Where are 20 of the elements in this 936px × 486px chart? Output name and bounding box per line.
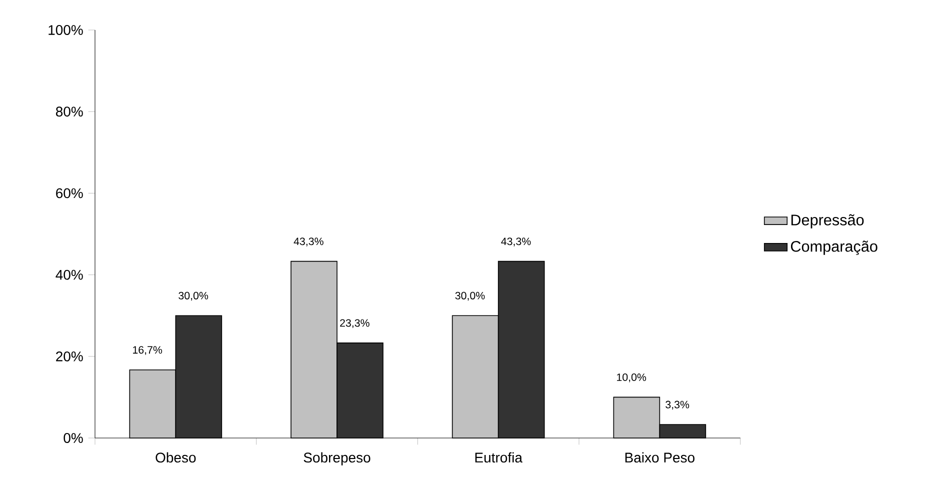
y-tick-label: 100% (48, 25, 83, 35)
data-label: 23,3% (340, 319, 370, 328)
y-tick-label: 20% (56, 351, 83, 362)
data-label: 30,0% (178, 292, 208, 301)
data-label: 30,0% (455, 292, 485, 301)
data-label: 16,7% (133, 346, 162, 355)
x-tick-label: Sobrepeso (304, 452, 370, 466)
y-tick-label: 0% (64, 433, 83, 443)
x-tick-label: Baixo Peso (625, 452, 694, 463)
legend-label: Depressão (791, 214, 864, 228)
legend-label: Comparação (790, 240, 878, 255)
data-label: 43,3% (294, 238, 324, 246)
data-label: 3,3% (666, 400, 690, 410)
data-label: 43,3% (501, 238, 531, 246)
x-tick-label: Eutrofia (475, 452, 522, 463)
x-tick-label: Obeso (156, 452, 196, 463)
y-tick-label: 60% (56, 188, 83, 198)
y-tick-label: 40% (56, 270, 83, 280)
y-tick-label: 80% (56, 106, 83, 117)
data-label: 10,0% (617, 373, 646, 382)
